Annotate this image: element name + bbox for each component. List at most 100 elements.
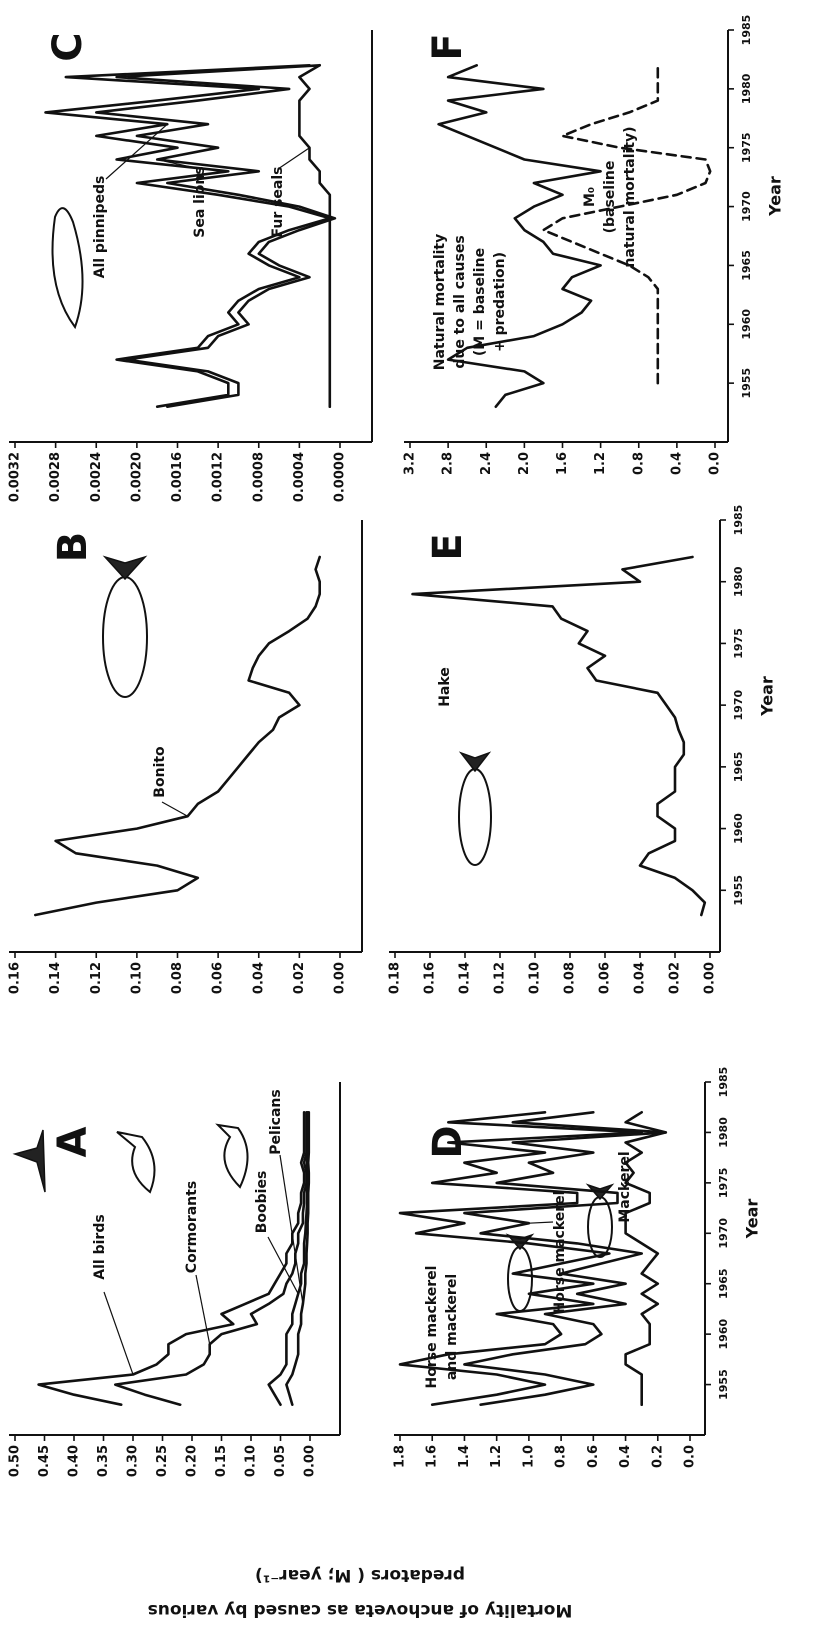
- series-label: Mackerel: [617, 1151, 633, 1222]
- series-label: Hake: [437, 667, 453, 707]
- y-tick-label: 0.02: [668, 962, 683, 994]
- y-tick-label: 0.0008: [251, 452, 266, 502]
- y-tick-label: 0.0012: [211, 452, 226, 502]
- leader-line: [529, 1222, 553, 1223]
- x-tick-label: 1975: [732, 628, 745, 659]
- series-line: [299, 65, 329, 406]
- y-tick-label: 2.8: [441, 452, 456, 475]
- y-tick-label: 0.0016: [170, 452, 185, 502]
- y-tick-label: 0.0: [683, 1445, 698, 1468]
- series-line: [413, 557, 705, 915]
- y-tick-label: 0.4: [618, 1445, 633, 1468]
- y-tick-label: 0.45: [37, 1445, 52, 1477]
- y-tick-label: 0.15: [214, 1445, 229, 1477]
- y-tick-label: 1.0: [521, 1445, 536, 1468]
- y-tick-label: 0.6: [586, 1445, 601, 1468]
- leader-line: [196, 1275, 210, 1344]
- leader-line: [104, 1292, 133, 1374]
- x-tick-label: 1980: [740, 73, 753, 104]
- x-tick-label: 1975: [717, 1168, 730, 1199]
- y-tick-label: 1.2: [593, 452, 608, 475]
- y-tick-label: 0.16: [8, 962, 23, 994]
- x-tick-label: 1955: [717, 1369, 730, 1400]
- series-label: (baseline: [602, 161, 618, 234]
- series-label: natural mortality): [622, 126, 638, 267]
- y-tick-label: 0.12: [89, 962, 104, 994]
- series-label: + predation): [492, 252, 508, 352]
- x-tick-label: 1955: [732, 875, 745, 906]
- y-tick-label: 0.4: [669, 452, 684, 475]
- panel-letter: E: [425, 533, 471, 560]
- x-tick-label: 1975: [740, 132, 753, 163]
- series-label: (M = baseline: [472, 248, 488, 356]
- y-tick-label: 0.8: [631, 452, 646, 475]
- x-tick-label: 1960: [740, 309, 753, 340]
- series-label: Sea lions: [192, 166, 208, 237]
- x-tick-label: 1965: [732, 752, 745, 783]
- y-tick-label: 0.20: [185, 1445, 200, 1477]
- y-tick-label: 0.10: [244, 1445, 259, 1477]
- leader-line: [162, 802, 188, 816]
- series-label: Horse mackerel: [552, 1191, 568, 1314]
- y-tick-label: 3.2: [403, 452, 418, 475]
- x-tick-label: 1970: [740, 191, 753, 222]
- series-label: Natural mortality: [432, 234, 448, 371]
- panel-letter: A: [50, 1126, 96, 1157]
- y-tick-label: 0.04: [251, 962, 266, 994]
- y-tick-label: 0.14: [458, 962, 473, 994]
- series-label: and mackerel: [444, 1274, 460, 1380]
- y-tick-label: 0.00: [703, 962, 718, 994]
- y-axis-title: predators ( M; year⁻¹): [255, 1565, 465, 1585]
- y-tick-label: 0.40: [67, 1445, 82, 1477]
- x-tick-label: 1985: [732, 505, 745, 536]
- y-tick-label: 2.4: [479, 452, 494, 475]
- x-tick-label: 1960: [717, 1318, 730, 1349]
- figure: 0.500.450.400.350.300.250.200.150.100.05…: [0, 0, 838, 1647]
- series-label: Boobies: [254, 1171, 270, 1234]
- y-tick-label: 0.35: [96, 1445, 111, 1477]
- series-label: Pelicans: [268, 1089, 284, 1154]
- x-tick-label: 1970: [732, 689, 745, 720]
- y-tick-label: 1.8: [393, 1445, 408, 1468]
- series-label: Cormorants: [184, 1181, 200, 1273]
- y-tick-label: 0.04: [633, 962, 648, 994]
- y-tick-label: 1.2: [489, 1445, 504, 1468]
- y-tick-label: 0.02: [292, 962, 307, 994]
- x-tick-label: 1985: [717, 1067, 730, 1098]
- x-axis-label: Year: [766, 176, 785, 217]
- y-tick-label: 0.0004: [292, 452, 307, 502]
- x-tick-label: 1970: [717, 1218, 730, 1249]
- y-tick-label: 1.6: [425, 1445, 440, 1468]
- y-tick-label: 0.08: [170, 962, 185, 994]
- y-tick-label: 0.10: [129, 962, 144, 994]
- y-tick-label: 0.0000: [333, 452, 348, 502]
- y-tick-label: 0.18: [388, 962, 403, 994]
- series-label: due to all causes: [452, 235, 468, 368]
- series-line: [35, 557, 319, 915]
- y-tick-label: 0.06: [598, 962, 613, 994]
- y-tick-label: 1.4: [457, 1445, 472, 1468]
- series-label: Fur seals: [270, 166, 286, 237]
- x-axis-label: Year: [758, 676, 777, 717]
- y-tick-label: 0.00: [333, 962, 348, 994]
- bonito-icon: [103, 557, 147, 697]
- y-tick-label: 0.14: [48, 962, 63, 994]
- hake-icon: [459, 753, 491, 865]
- x-tick-label: 1965: [717, 1268, 730, 1299]
- series-label: All birds: [92, 1214, 108, 1279]
- y-tick-label: 0.25: [155, 1445, 170, 1477]
- y-tick-label: 0.8: [554, 1445, 569, 1468]
- y-tick-label: 0.0024: [89, 452, 104, 502]
- y-tick-label: 0.50: [8, 1445, 23, 1477]
- x-tick-label: 1980: [717, 1117, 730, 1148]
- y-tick-label: 0.30: [126, 1445, 141, 1477]
- x-tick-label: 1985: [740, 15, 753, 46]
- series-label: Bonito: [152, 746, 168, 798]
- y-tick-label: 0.2: [650, 1445, 665, 1468]
- pelican-icon: [218, 1125, 248, 1187]
- x-tick-label: 1965: [740, 250, 753, 281]
- y-tick-label: 0.12: [493, 962, 508, 994]
- y-tick-label: 0.00: [303, 1445, 318, 1477]
- booby-icon: [117, 1132, 155, 1192]
- y-tick-label: 0.08: [563, 962, 578, 994]
